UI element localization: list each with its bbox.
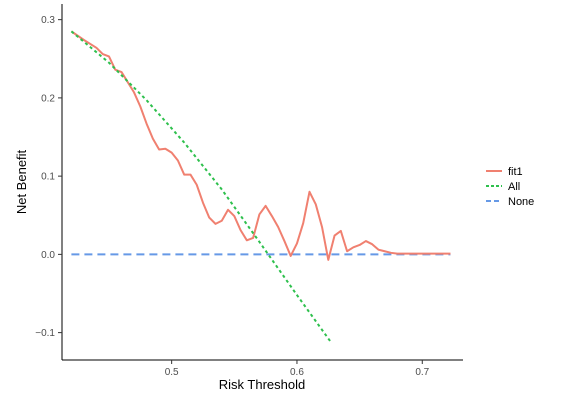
y-tick-label: 0.0 xyxy=(41,250,55,261)
series-line-all xyxy=(70,30,332,343)
y-axis-title: Net Benefit xyxy=(14,149,29,214)
legend-label-none: None xyxy=(508,196,534,208)
series-layer xyxy=(70,30,451,343)
x-tick-label: 0.6 xyxy=(290,367,304,378)
y-tick-label: −0.1 xyxy=(35,328,55,339)
x-axis-title: Risk Threshold xyxy=(219,377,305,392)
y-tick-label: 0.2 xyxy=(41,93,55,104)
y-tick-label: 0.3 xyxy=(41,15,55,26)
axes xyxy=(61,4,463,361)
legend-label-all: All xyxy=(508,181,520,193)
ticks: 0.5 0.6 0.7 −0.1 0.0 0.1 0.2 0.3 xyxy=(35,15,429,378)
legend: fit1 All None xyxy=(486,166,534,208)
series-line-fit1 xyxy=(70,30,451,261)
x-tick-label: 0.7 xyxy=(415,367,429,378)
legend-label-fit1: fit1 xyxy=(508,166,523,178)
x-tick-label: 0.5 xyxy=(165,367,179,378)
y-tick-label: 0.1 xyxy=(41,172,55,183)
